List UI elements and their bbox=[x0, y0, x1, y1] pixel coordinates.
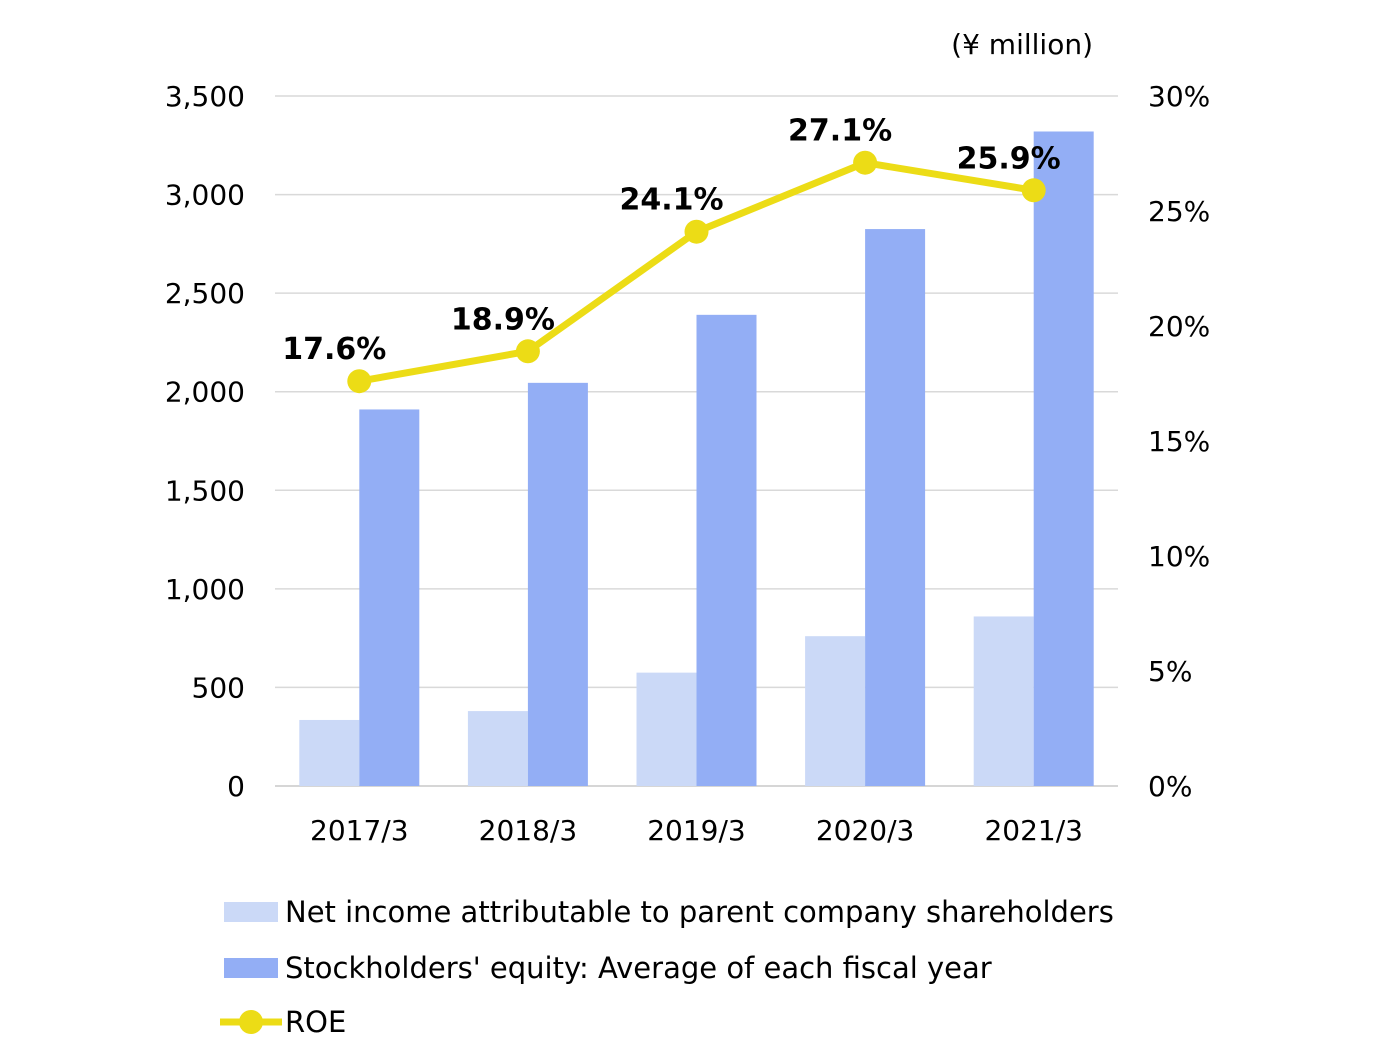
roe-point bbox=[1021, 178, 1046, 203]
left-tick-label: 0 bbox=[227, 770, 245, 803]
right-tick-label: 5% bbox=[1148, 655, 1192, 688]
x-tick-label: 2021/3 bbox=[984, 814, 1083, 847]
roe-data-label: 18.9% bbox=[451, 302, 555, 337]
roe-line: 17.6% 18.9% 24.1% 27.1% 25.9% bbox=[282, 114, 1061, 394]
legend-net-income-swatch bbox=[224, 902, 278, 922]
roe-data-label: 25.9% bbox=[957, 141, 1061, 176]
roe-point bbox=[853, 150, 878, 175]
roe-data-label: 27.1% bbox=[788, 114, 892, 149]
net-income-bar bbox=[805, 636, 866, 786]
right-axis-ticks: 0% 5% 10% 15% 20% 25% 30% bbox=[1148, 80, 1210, 803]
net-income-bar bbox=[973, 616, 1034, 786]
equity-bar bbox=[359, 409, 420, 786]
x-axis-ticks: 2017/3 2018/3 2019/3 2020/3 2021/3 bbox=[310, 814, 1083, 847]
roe-data-label: 17.6% bbox=[282, 332, 386, 367]
x-tick-label: 2018/3 bbox=[479, 814, 578, 847]
right-tick-label: 30% bbox=[1148, 80, 1210, 113]
legend-label: ROE bbox=[285, 1005, 346, 1039]
x-tick-label: 2020/3 bbox=[816, 814, 915, 847]
left-tick-label: 3,500 bbox=[165, 80, 245, 113]
bars bbox=[299, 131, 1094, 787]
roe-point bbox=[347, 369, 372, 394]
left-tick-label: 1,000 bbox=[165, 573, 245, 606]
left-axis-ticks: 0 500 1,000 1,500 2,000 2,500 3,000 3,500 bbox=[165, 80, 245, 803]
left-tick-label: 3,000 bbox=[165, 179, 245, 212]
legend-label: Stockholders' equity: Average of each fi… bbox=[285, 951, 992, 985]
right-tick-label: 10% bbox=[1148, 540, 1210, 573]
legend-label: Net income attributable to parent compan… bbox=[285, 895, 1114, 929]
equity-bar bbox=[527, 382, 588, 786]
equity-bar bbox=[696, 314, 757, 786]
legend: Net income attributable to parent compan… bbox=[220, 895, 1114, 1039]
unit-label: (¥ million) bbox=[951, 28, 1093, 61]
right-tick-label: 15% bbox=[1148, 425, 1210, 458]
equity-bar bbox=[1033, 131, 1094, 786]
roe-point bbox=[515, 339, 540, 364]
net-income-bar bbox=[636, 672, 697, 786]
net-income-bar bbox=[299, 719, 360, 786]
left-tick-label: 1,500 bbox=[165, 474, 245, 507]
x-tick-label: 2017/3 bbox=[310, 814, 409, 847]
x-tick-label: 2019/3 bbox=[647, 814, 746, 847]
equity-bar bbox=[865, 229, 926, 787]
right-tick-label: 20% bbox=[1148, 310, 1210, 343]
legend-equity-swatch bbox=[224, 958, 278, 978]
legend-roe-swatch-marker bbox=[239, 1010, 263, 1034]
left-tick-label: 500 bbox=[192, 671, 245, 704]
right-tick-label: 0% bbox=[1148, 770, 1192, 803]
left-tick-label: 2,500 bbox=[165, 277, 245, 310]
left-tick-label: 2,000 bbox=[165, 376, 245, 409]
net-income-bar bbox=[467, 711, 528, 786]
roe-data-label: 24.1% bbox=[619, 183, 723, 218]
roe-point bbox=[684, 219, 709, 244]
right-tick-label: 25% bbox=[1148, 195, 1210, 228]
